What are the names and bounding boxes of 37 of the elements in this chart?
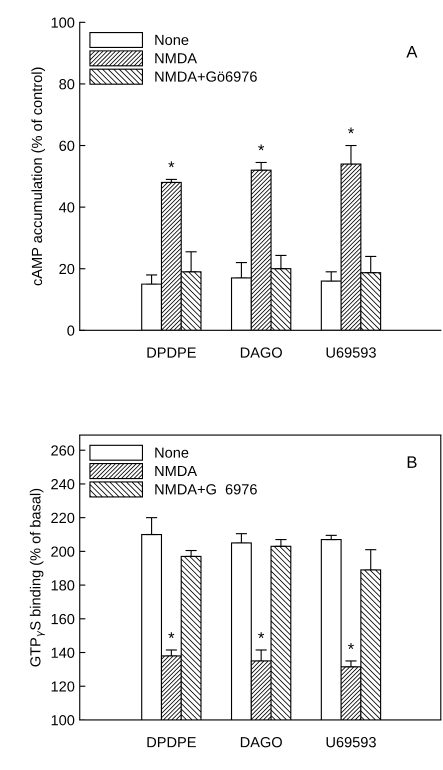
x-tick-label: DPDPE — [147, 737, 196, 748]
annotation: * — [348, 643, 354, 650]
y-axis-title: cAMP accumulation (% of control) — [31, 68, 45, 286]
y-tick-label: 180 — [52, 580, 74, 591]
x-tick-label: U69593 — [326, 737, 376, 748]
x-tick-label: DPDPE — [147, 348, 196, 358]
legend-label: NMDA+G 6976 — [155, 484, 257, 494]
y-tick-label: 100 — [52, 17, 74, 28]
annotation: * — [348, 128, 354, 134]
y-tick-label: 160 — [52, 614, 74, 624]
y-axis-title: GTP$_{γ}$S binding (% of basal) — [30, 488, 45, 666]
x-tick-label: DAGO — [240, 347, 282, 358]
annotation: A — [406, 46, 418, 58]
annotation: * — [258, 632, 264, 638]
legend-label: NMDA — [155, 53, 198, 64]
y-tick-label: 120 — [52, 681, 74, 692]
y-tick-label: 40 — [58, 202, 74, 213]
y-tick-label: 220 — [51, 512, 74, 524]
y-tick-label: 260 — [51, 445, 74, 456]
legend-label: NMDA — [155, 466, 198, 476]
y-tick-label: 80 — [59, 79, 74, 90]
annotation: * — [258, 144, 264, 150]
legend-label: None — [155, 448, 188, 458]
annotation: * — [168, 161, 174, 168]
annotation: B — [408, 456, 417, 468]
x-tick-label: DAGO — [240, 737, 282, 748]
y-tick-label: 0 — [67, 325, 74, 336]
x-tick-label: U69593 — [326, 347, 376, 358]
legend-label: NMDA+Gö6976 — [155, 71, 257, 82]
y-tick-label: 20 — [59, 264, 74, 274]
y-tick-label: 100 — [52, 715, 74, 726]
y-tick-label: 140 — [52, 648, 74, 658]
y-tick-label: 200 — [51, 546, 74, 557]
y-tick-label: 240 — [51, 479, 74, 490]
legend-label: None — [155, 34, 188, 46]
y-tick-label: 60 — [59, 140, 74, 151]
annotation: * — [168, 632, 174, 638]
